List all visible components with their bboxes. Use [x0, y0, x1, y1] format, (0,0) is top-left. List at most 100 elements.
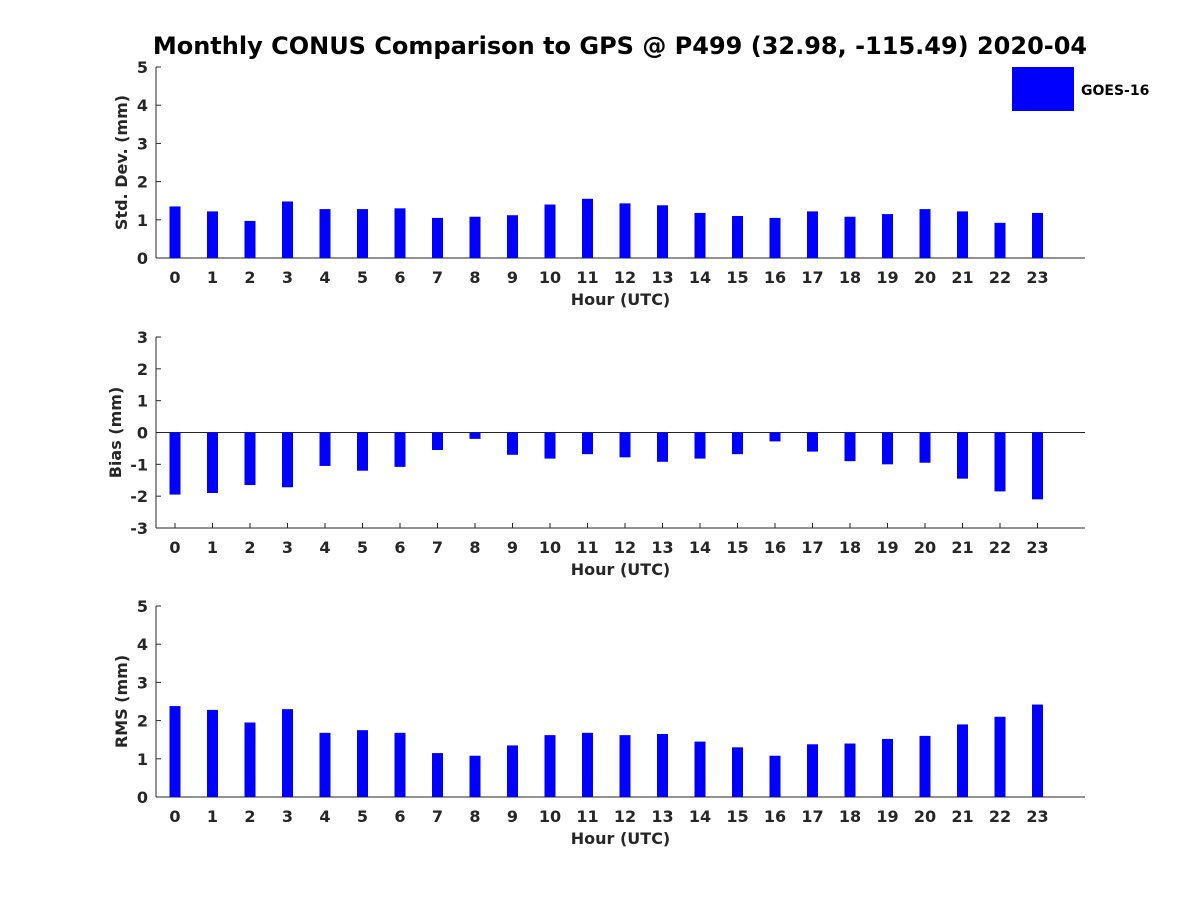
bar	[844, 432, 856, 462]
bar	[582, 198, 593, 258]
x-tick-label: 11	[576, 538, 598, 557]
x-tick-label: 15	[726, 538, 748, 557]
bar	[582, 732, 593, 797]
x-tick-label: 22	[989, 538, 1011, 557]
x-tick-label: 15	[726, 807, 748, 826]
bar	[807, 744, 818, 797]
bar	[882, 738, 893, 797]
y-tick-label: 2	[137, 173, 148, 192]
x-tick-label: 3	[282, 538, 293, 557]
bar	[207, 432, 218, 493]
bar	[244, 722, 256, 797]
x-axis-label: Hour (UTC)	[571, 560, 671, 579]
bar	[657, 205, 668, 258]
x-tick-label: 2	[244, 538, 255, 557]
bar	[919, 735, 931, 797]
x-tick-label: 0	[169, 807, 180, 826]
x-tick-label: 23	[1026, 807, 1048, 826]
x-tick-label: 5	[357, 807, 368, 826]
x-tick-label: 6	[394, 538, 405, 557]
x-tick-label: 11	[576, 807, 598, 826]
x-tick-label: 19	[876, 268, 898, 287]
y-axis-label: RMS (mm)	[112, 655, 131, 748]
bar	[657, 432, 668, 462]
bar	[357, 209, 368, 258]
x-tick-label: 10	[539, 268, 561, 287]
bar	[957, 211, 968, 258]
y-tick-label: 0	[137, 788, 148, 807]
bar	[619, 203, 631, 258]
bar	[732, 215, 743, 258]
y-tick-label: 2	[137, 360, 148, 379]
x-tick-label: 5	[357, 268, 368, 287]
bar	[619, 735, 631, 797]
bar	[282, 709, 293, 797]
x-tick-label: 5	[357, 538, 368, 557]
x-tick-label: 7	[432, 268, 443, 287]
bar	[769, 217, 781, 258]
x-tick-label: 21	[951, 268, 973, 287]
y-tick-label: 4	[137, 96, 148, 115]
bar	[544, 735, 556, 797]
x-axis-label: Hour (UTC)	[571, 290, 671, 309]
bar	[469, 216, 481, 258]
x-tick-label: 9	[507, 538, 518, 557]
x-tick-label: 9	[507, 268, 518, 287]
x-tick-label: 2	[244, 268, 255, 287]
bar	[1032, 704, 1043, 797]
y-tick-label: 3	[137, 134, 148, 153]
bar	[469, 755, 481, 797]
x-tick-label: 19	[876, 538, 898, 557]
legend-swatch	[1012, 67, 1074, 111]
bar	[1032, 212, 1043, 258]
x-tick-label: 17	[801, 807, 823, 826]
x-tick-label: 17	[801, 538, 823, 557]
bar	[319, 432, 331, 466]
x-tick-label: 14	[689, 538, 711, 557]
bar	[957, 432, 968, 479]
bar	[169, 706, 181, 797]
x-tick-label: 23	[1026, 268, 1048, 287]
bar	[507, 432, 518, 455]
x-tick-label: 18	[839, 807, 861, 826]
y-tick-label: 2	[137, 712, 148, 731]
x-tick-label: 21	[951, 807, 973, 826]
x-tick-label: 7	[432, 538, 443, 557]
bar	[694, 741, 706, 797]
x-tick-label: 15	[726, 268, 748, 287]
x-tick-label: 8	[469, 807, 480, 826]
x-tick-label: 13	[651, 268, 673, 287]
bar	[807, 432, 818, 452]
x-tick-label: 1	[207, 268, 218, 287]
bar	[694, 432, 706, 459]
x-tick-label: 0	[169, 538, 180, 557]
y-tick-label: -1	[130, 455, 148, 474]
x-tick-label: 4	[319, 538, 330, 557]
y-axis-label: Bias (mm)	[106, 387, 125, 479]
bar	[169, 206, 181, 258]
bar	[844, 743, 856, 797]
x-tick-label: 8	[469, 268, 480, 287]
bar	[469, 432, 481, 439]
y-tick-label: 1	[137, 750, 148, 769]
x-tick-label: 10	[539, 538, 561, 557]
bar	[844, 216, 856, 258]
y-tick-label: 1	[137, 392, 148, 411]
y-tick-label: 4	[137, 635, 148, 654]
x-tick-label: 22	[989, 268, 1011, 287]
legend: GOES-16	[1012, 67, 1149, 111]
bar	[769, 755, 781, 797]
bar	[432, 217, 443, 258]
x-tick-label: 12	[614, 268, 636, 287]
bar	[694, 212, 706, 258]
x-tick-label: 14	[689, 807, 711, 826]
bar	[582, 432, 593, 455]
x-tick-label: 13	[651, 807, 673, 826]
x-axis-label: Hour (UTC)	[571, 829, 671, 848]
x-tick-label: 16	[764, 538, 786, 557]
bar	[432, 753, 443, 797]
